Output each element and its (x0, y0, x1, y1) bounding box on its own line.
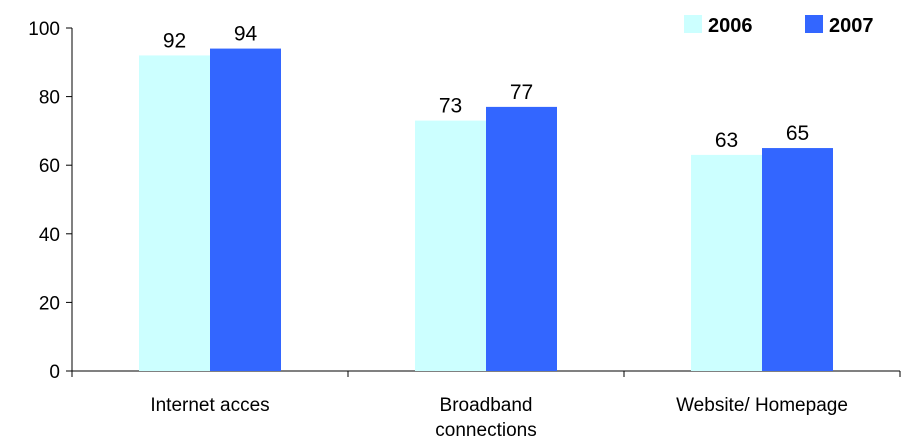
x-axis: Internet acces Broadband connections Websit… (71, 370, 901, 441)
x-category-label-line: Internet acces (150, 395, 269, 416)
y-tick-label: 40 (39, 225, 60, 246)
data-label: 73 (439, 95, 462, 118)
data-label: 94 (234, 23, 258, 46)
y-axis: 0 20 40 60 80 100 (28, 19, 73, 383)
data-labels: 92 94 73 77 63 65 (163, 23, 809, 152)
data-label: 65 (786, 122, 809, 145)
legend-label: 2006 (708, 15, 753, 37)
legend: 2006 2007 (684, 15, 874, 37)
y-tick-label: 80 (39, 88, 60, 109)
bar-2006-0 (139, 55, 210, 371)
data-label: 63 (715, 129, 738, 152)
bar-2006-1 (415, 120, 486, 371)
x-category-label: Internet acces (150, 395, 269, 416)
bars (139, 48, 833, 371)
data-label: 77 (510, 81, 533, 104)
bar-2007-2 (762, 148, 833, 371)
x-category-label-line: Website/ Homepage (676, 395, 848, 416)
x-category-label-line: Broadband (440, 395, 533, 416)
x-category-label: Broadband connections (435, 395, 536, 441)
bar-2006-2 (691, 154, 762, 371)
legend-swatch-2007 (805, 15, 823, 33)
y-tick-label: 100 (28, 19, 60, 40)
y-tick-label: 60 (39, 156, 60, 177)
x-category-label: Website/ Homepage (676, 395, 848, 416)
x-category-label-line: connections (435, 420, 536, 441)
bar-2007-1 (486, 106, 557, 371)
legend-swatch-2006 (684, 15, 702, 33)
legend-label: 2007 (829, 15, 874, 37)
y-tick-label: 20 (39, 293, 60, 314)
bar-2007-0 (210, 48, 281, 371)
y-tick-label: 0 (49, 362, 60, 383)
data-label: 92 (163, 29, 186, 52)
